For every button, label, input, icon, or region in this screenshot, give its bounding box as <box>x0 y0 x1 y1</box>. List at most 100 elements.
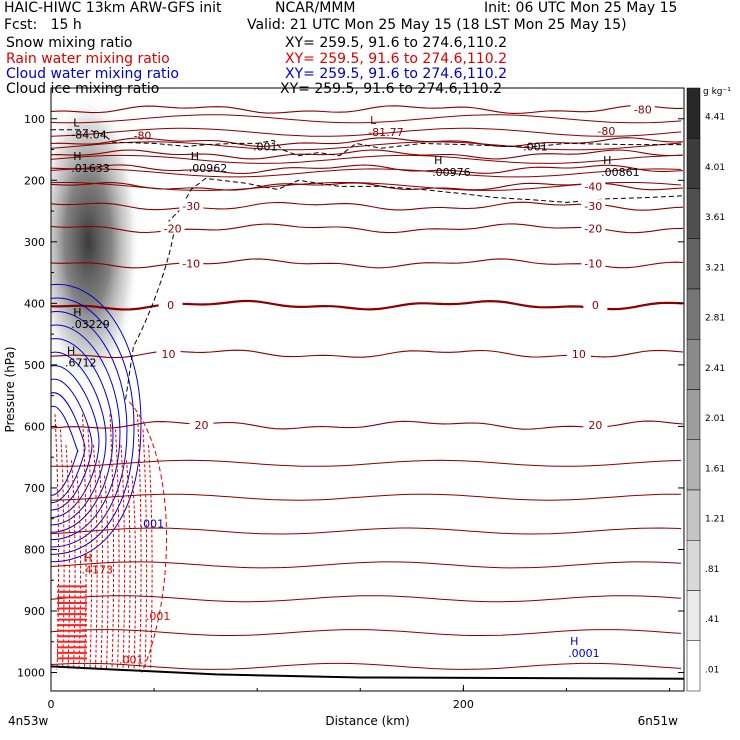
temperature-contour <box>51 595 682 603</box>
extremum-value: .00976 <box>432 166 471 179</box>
temperature-contour <box>51 137 684 148</box>
temperature-label: 0 <box>592 299 599 312</box>
temperature-contour <box>51 223 684 234</box>
temperature-label: 10 <box>162 348 176 361</box>
terrain-line <box>50 665 685 680</box>
y-axis-title: Pressure (hPa) <box>3 346 17 432</box>
temperature-contour <box>51 299 684 311</box>
rain-water-contour <box>87 429 93 670</box>
extremum-value: .00962 <box>189 162 228 175</box>
temperature-contour <box>51 154 682 164</box>
high-marker: H <box>73 150 81 163</box>
contour-label: .001 <box>146 610 171 623</box>
extremum-value: .03229 <box>71 318 110 331</box>
high-marker: H <box>67 345 75 358</box>
high-marker: H <box>570 635 578 648</box>
x-tick-label: 200 <box>453 698 474 711</box>
rain-water-contour <box>120 444 126 670</box>
field-ice-name: Cloud ice mixing ratio <box>6 81 160 97</box>
contour-label: .001 <box>253 140 277 153</box>
rain-water-contour <box>131 475 137 670</box>
temperature-label-bg <box>581 256 606 270</box>
extremum-value: -81.77 <box>368 126 403 139</box>
cloud-ice-contour <box>166 177 684 224</box>
y-tick-label: 400 <box>24 297 45 310</box>
rain-water-contour <box>65 444 71 670</box>
temperature-label-bg <box>179 199 204 213</box>
temperature-label: 20 <box>195 419 209 432</box>
left-endpoint-label: 4n53w <box>8 714 49 728</box>
colorbar-label: 2.81 <box>705 314 725 324</box>
temperature-contour <box>51 168 682 178</box>
right-endpoint-label: 6n51w <box>638 714 679 728</box>
temperature-contour <box>51 104 683 114</box>
cloud-water-contour <box>51 338 114 533</box>
colorbar-swatch <box>686 489 701 541</box>
colorbar-swatch <box>686 188 701 239</box>
y-tick-label: 300 <box>24 236 45 249</box>
temperature-label-bg <box>156 346 181 360</box>
x-tick-label: 0 <box>48 698 55 711</box>
temperature-label-bg <box>179 256 204 270</box>
temperature-contour <box>51 164 684 175</box>
colorbar-swatch <box>686 590 701 641</box>
field-rain-name: Rain water mixing ratio <box>6 51 170 67</box>
temperature-label-bg <box>581 199 606 213</box>
colorbar-label: 3.61 <box>705 213 725 223</box>
colorbar-label: .41 <box>705 615 719 625</box>
snow-shading <box>51 91 141 392</box>
y-tick-label: 800 <box>24 543 45 556</box>
high-marker: H <box>603 154 611 167</box>
temperature-label-bg <box>581 179 606 193</box>
extremum-value: .00861 <box>601 166 640 179</box>
extremum-value: -84.04 <box>71 128 106 141</box>
colorbar-swatch <box>686 138 701 189</box>
temperature-label-bg <box>583 418 608 432</box>
rain-water-contour <box>137 414 142 670</box>
cloud-ice-contour <box>51 129 684 157</box>
colorbar-label: 4.01 <box>705 163 725 173</box>
y-tick-label: 500 <box>24 359 45 372</box>
cloud-water-contour <box>51 283 142 563</box>
temperature-contour <box>51 662 682 670</box>
rain-water-contour <box>128 401 167 673</box>
colorbar-swatch <box>686 87 701 139</box>
temperature-label-bg <box>566 346 591 360</box>
colorbar-swatch <box>686 288 701 340</box>
model-title: HAIC-HIWC 13km ARW-GFS init <box>4 0 222 16</box>
temperature-label-bg <box>189 418 214 432</box>
y-tick-label: 200 <box>24 174 45 187</box>
temperature-contour <box>51 201 684 211</box>
extremum-value: .6712 <box>65 357 97 370</box>
rain-water-contour <box>98 460 104 670</box>
rain-water-contour <box>115 429 120 670</box>
colorbar-swatch <box>686 339 701 390</box>
temperature-contour <box>51 114 682 124</box>
rain-water-contour <box>93 444 98 670</box>
contour-label: .001 <box>140 518 165 531</box>
temperature-contour <box>51 258 684 269</box>
field-rain-xy: XY= 259.5, 91.6 to 274.6,110.2 <box>285 51 508 67</box>
cloud-water-contour <box>51 406 79 496</box>
institution-label: NCAR/MMM <box>275 0 356 16</box>
temperature-contour <box>51 420 684 430</box>
cloud-water-contour <box>51 351 107 526</box>
extremum-value: .01633 <box>71 162 110 175</box>
x-axis-title: Distance (km) <box>325 714 409 728</box>
temperature-label: 10 <box>572 348 586 361</box>
y-tick-label: 600 <box>24 420 45 433</box>
field-ice-xy: XY= 259.5, 91.6 to 274.6,110.2 <box>280 81 503 97</box>
temperature-label: -20 <box>584 222 602 235</box>
colorbar-label: .01 <box>705 665 719 675</box>
colorbar-label: 2.01 <box>705 414 725 424</box>
temperature-label: -30 <box>584 200 602 213</box>
colorbar-unit: g kg⁻¹ <box>703 87 731 97</box>
temperature-label-bg <box>158 298 183 312</box>
temperature-label: -80 <box>133 129 151 142</box>
rain-water-contour <box>71 460 76 670</box>
temperature-label: -10 <box>182 257 200 270</box>
temperature-label: -80 <box>634 104 652 117</box>
temperature-label: -20 <box>164 222 182 235</box>
